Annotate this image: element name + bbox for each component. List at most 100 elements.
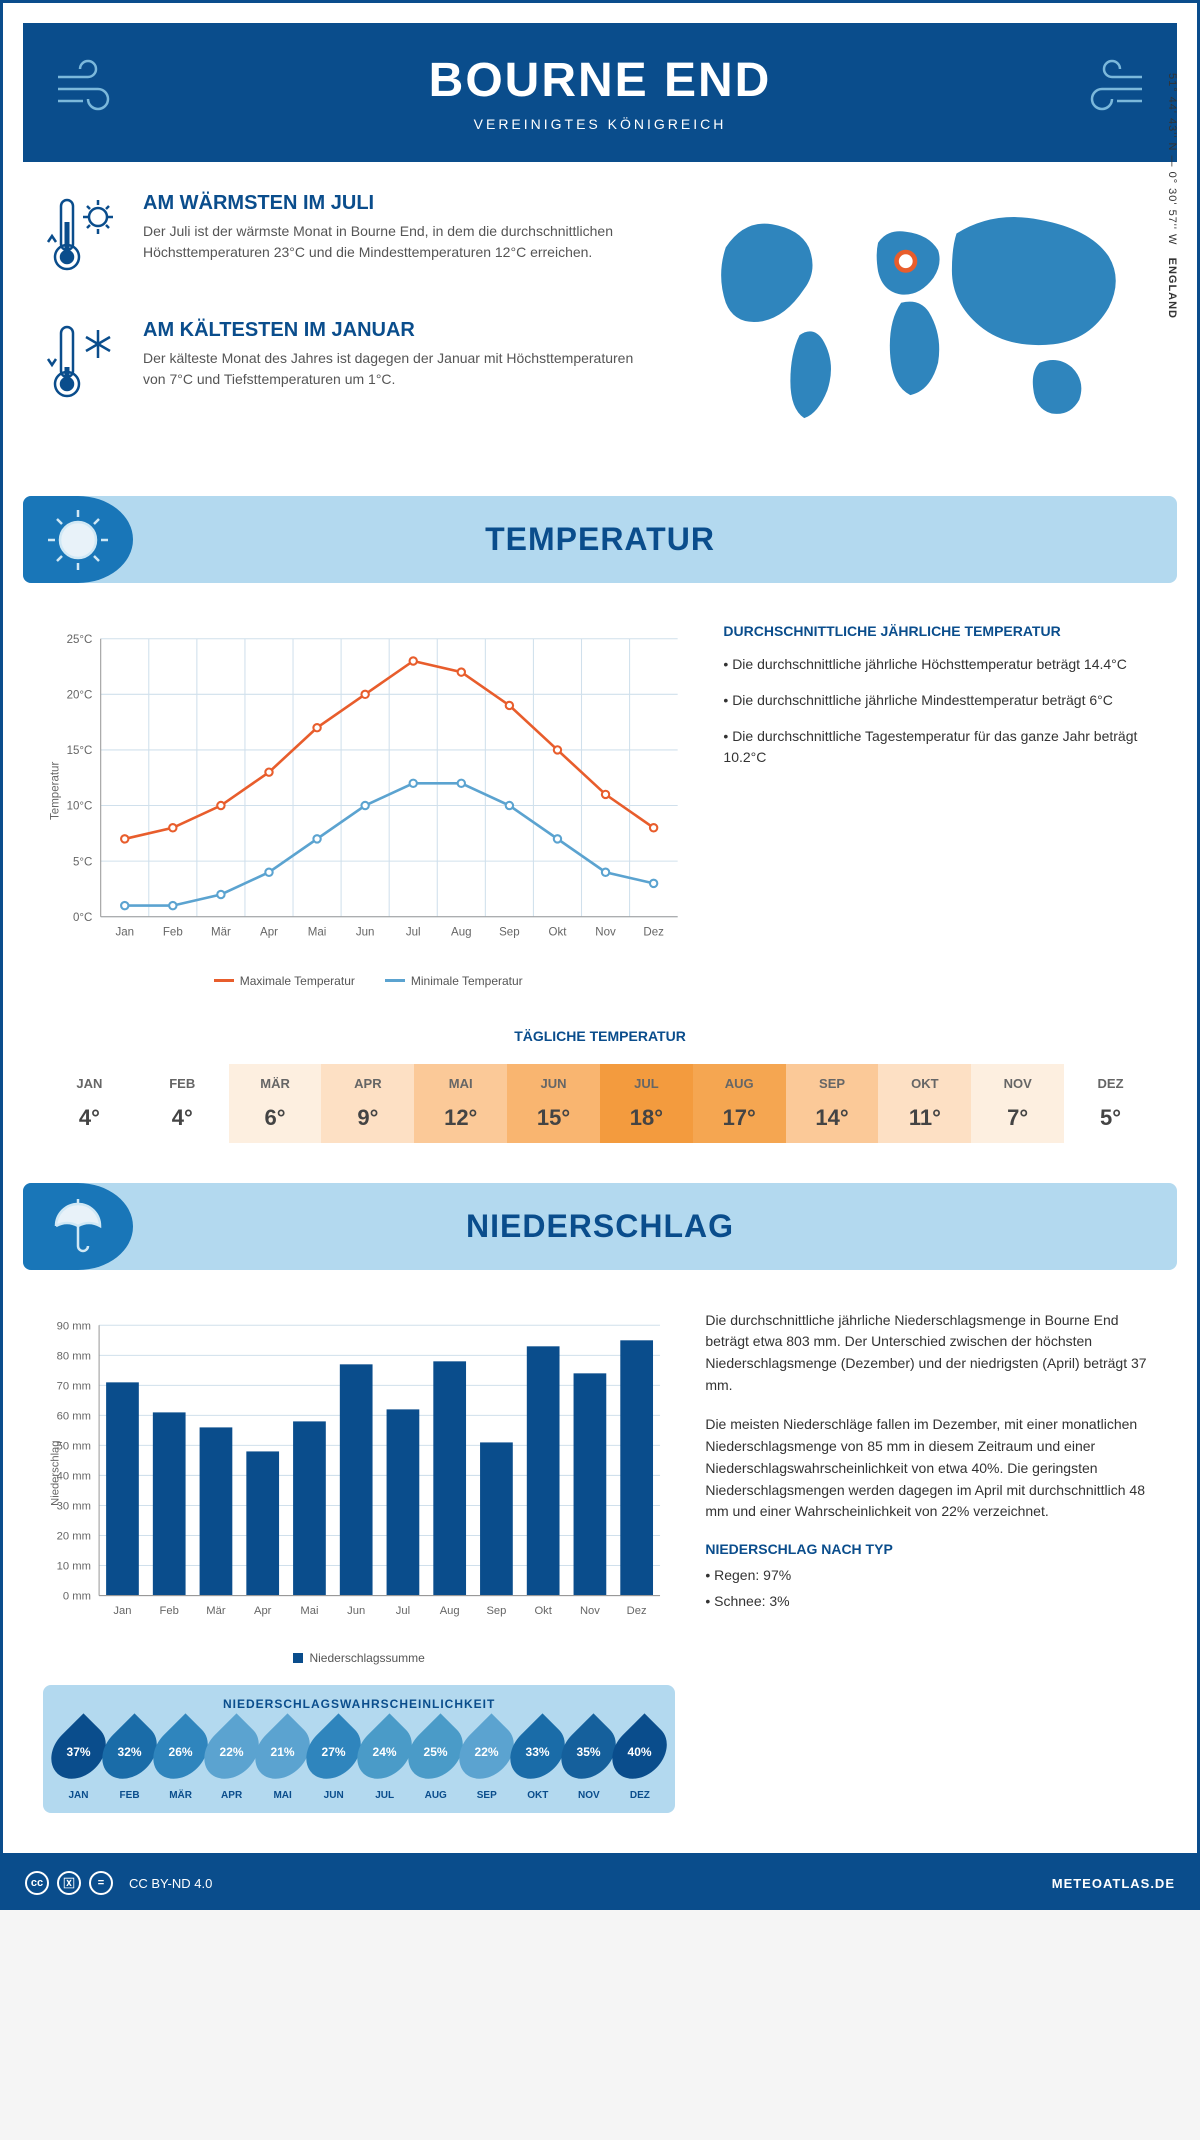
svg-text:Apr: Apr (260, 927, 278, 939)
sun-icon (23, 496, 133, 583)
daily-temp-heading: TÄGLICHE TEMPERATUR (43, 1028, 1157, 1044)
svg-text:20 mm: 20 mm (57, 1530, 91, 1542)
precip-prob-drop: 32%FEB (106, 1721, 153, 1801)
prob-heading: NIEDERSCHLAGSWAHRSCHEINLICHKEIT (55, 1697, 663, 1711)
precip-prob-drop: 25%AUG (412, 1721, 459, 1801)
precip-prob-drop: 37%JAN (55, 1721, 102, 1801)
precip-type-heading: NIEDERSCHLAG NACH TYP (705, 1541, 1157, 1557)
svg-text:Nov: Nov (580, 1605, 600, 1617)
thermometer-snow-icon (43, 319, 123, 421)
daily-temp-strip: JAN4°FEB4°MÄR6°APR9°MAI12°JUN15°JUL18°AU… (43, 1064, 1157, 1143)
daily-temp-cell: AUG17° (693, 1064, 786, 1143)
svg-text:Jun: Jun (347, 1605, 365, 1617)
temp-info-bullet: • Die durchschnittliche Tagestemperatur … (723, 726, 1157, 768)
daily-temp-cell: JUL18° (600, 1064, 693, 1143)
location-marker (897, 252, 915, 270)
page-title: BOURNE END (43, 53, 1157, 108)
svg-text:Niederschlag: Niederschlag (49, 1440, 61, 1505)
svg-text:Nov: Nov (595, 927, 616, 939)
precip-prob-drop: 35%NOV (565, 1721, 612, 1801)
svg-text:0°C: 0°C (73, 912, 92, 924)
svg-text:15°C: 15°C (67, 745, 93, 757)
svg-text:30 mm: 30 mm (57, 1500, 91, 1512)
precipitation-heading: NIEDERSCHLAG (48, 1208, 1152, 1245)
cold-fact-title: AM KÄLTESTEN IM JANUAR (143, 319, 634, 342)
cc-icon: cc (25, 1871, 49, 1895)
svg-text:80 mm: 80 mm (57, 1350, 91, 1362)
page-subtitle: VEREINIGTES KÖNIGREICH (43, 116, 1157, 132)
daily-temp-cell: JAN4° (43, 1064, 136, 1143)
precipitation-bar-chart: 0 mm 10 mm 20 mm 30 mm 40 mm 50 mm 60 mm 70 mm 8… (43, 1310, 675, 1636)
temp-info-heading: DURCHSCHNITTLICHE JÄHRLICHE TEMPERATUR (723, 623, 1157, 639)
warm-fact-text: Der Juli ist der wärmste Monat in Bourne… (143, 221, 634, 263)
svg-text:Temperatur: Temperatur (50, 762, 62, 820)
footer: cc 🅇 = CC BY-ND 4.0 METEOATLAS.DE (0, 1856, 1200, 1910)
svg-text:Jan: Jan (115, 927, 134, 939)
daily-temp-cell: MÄR6° (229, 1064, 322, 1143)
temperature-line-chart: 0°C5°C10°C15°C20°C25°CJanFebMärAprMaiJun… (43, 623, 693, 959)
coordinates: 51° 44' 43'' N — 0° 30' 57'' W ENGLAND (1166, 73, 1178, 319)
temperature-heading: TEMPERATUR (48, 521, 1152, 558)
precip-prob-drop: 22%APR (208, 1721, 255, 1801)
site-name: METEOATLAS.DE (1052, 1876, 1175, 1891)
temp-info-bullet: • Die durchschnittliche jährliche Mindes… (723, 690, 1157, 711)
svg-text:Okt: Okt (534, 1605, 552, 1617)
daily-temp-cell: JUN15° (507, 1064, 600, 1143)
precip-text-2: Die meisten Niederschläge fallen im Deze… (705, 1414, 1157, 1522)
precip-type-bullet: • Schnee: 3% (705, 1591, 1157, 1613)
svg-text:Mär: Mär (206, 1605, 226, 1617)
precip-prob-drop: 21%MAI (259, 1721, 306, 1801)
svg-text:40 mm: 40 mm (57, 1470, 91, 1482)
svg-text:70 mm: 70 mm (57, 1380, 91, 1392)
svg-text:Sep: Sep (499, 927, 520, 939)
world-map (664, 192, 1157, 432)
warm-fact-title: AM WÄRMSTEN IM JULI (143, 192, 634, 215)
svg-text:50 mm: 50 mm (57, 1440, 91, 1452)
precip-prob-drop: 40%DEZ (616, 1721, 663, 1801)
svg-text:Aug: Aug (440, 1605, 460, 1617)
svg-text:Dez: Dez (627, 1605, 647, 1617)
precip-type-bullet: • Regen: 97% (705, 1565, 1157, 1587)
temp-chart-legend: Maximale Temperatur Minimale Temperatur (43, 974, 693, 988)
svg-text:Okt: Okt (549, 927, 568, 939)
daily-temp-cell: FEB4° (136, 1064, 229, 1143)
cold-fact: AM KÄLTESTEN IM JANUAR Der kälteste Mona… (43, 319, 634, 421)
svg-text:10°C: 10°C (67, 801, 93, 813)
precip-prob-drop: 26%MÄR (157, 1721, 204, 1801)
by-icon: 🅇 (57, 1871, 81, 1895)
svg-text:Jan: Jan (113, 1605, 131, 1617)
svg-text:25°C: 25°C (67, 634, 93, 646)
svg-text:Jul: Jul (406, 927, 421, 939)
umbrella-icon (23, 1183, 133, 1270)
license-text: CC BY-ND 4.0 (129, 1876, 212, 1891)
precipitation-section-header: NIEDERSCHLAG (23, 1183, 1177, 1270)
svg-text:Jul: Jul (396, 1605, 410, 1617)
nd-icon: = (89, 1871, 113, 1895)
svg-text:Jun: Jun (356, 927, 375, 939)
license-icons: cc 🅇 = CC BY-ND 4.0 (25, 1871, 212, 1895)
precip-prob-drop: 22%SEP (463, 1721, 510, 1801)
svg-text:0 mm: 0 mm (63, 1590, 91, 1602)
svg-text:Feb: Feb (160, 1605, 179, 1617)
svg-text:20°C: 20°C (67, 690, 93, 702)
svg-text:Mai: Mai (308, 927, 327, 939)
svg-text:Dez: Dez (643, 927, 664, 939)
precip-chart-legend: Niederschlagssumme (43, 1651, 675, 1665)
wind-icon-left (53, 57, 123, 129)
precip-prob-drop: 27%JUN (310, 1721, 357, 1801)
svg-text:Sep: Sep (486, 1605, 506, 1617)
svg-text:10 mm: 10 mm (57, 1560, 91, 1572)
svg-text:Mai: Mai (300, 1605, 318, 1617)
daily-temp-cell: NOV7° (971, 1064, 1064, 1143)
svg-text:Apr: Apr (254, 1605, 272, 1617)
warm-fact: AM WÄRMSTEN IM JULI Der Juli ist der wär… (43, 192, 634, 294)
precip-prob-drop: 33%OKT (514, 1721, 561, 1801)
precip-prob-drop: 24%JUL (361, 1721, 408, 1801)
svg-text:Mär: Mär (211, 927, 231, 939)
daily-temp-cell: OKT11° (878, 1064, 971, 1143)
header-banner: BOURNE END VEREINIGTES KÖNIGREICH (23, 23, 1177, 162)
temperature-section-header: TEMPERATUR (23, 496, 1177, 583)
temp-info-bullet: • Die durchschnittliche jährliche Höchst… (723, 654, 1157, 675)
thermometer-sun-icon (43, 192, 123, 294)
svg-text:60 mm: 60 mm (57, 1410, 91, 1422)
